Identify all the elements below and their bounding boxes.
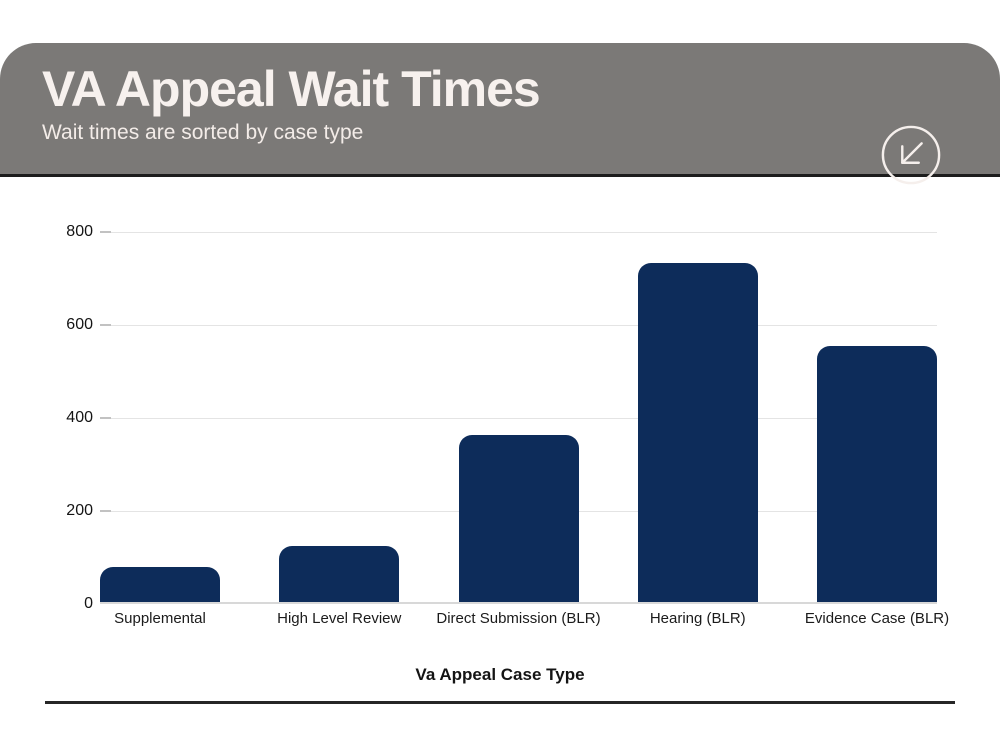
gridline-800 [100,231,937,233]
y-axis-tick [100,324,111,326]
arrow-down-left-circle-icon[interactable] [880,124,942,186]
footer-divider [45,701,955,704]
y-axis-tick [100,510,111,512]
page-title: VA Appeal Wait Times [42,61,541,117]
bar-direct-submission-blr[interactable] [458,434,579,602]
y-tick-label-200: 200 [66,502,93,519]
x-axis-labels: Supplemental High Level Review Direct Subm… [100,610,949,632]
bar-high-level-review[interactable] [279,546,400,602]
y-tick-label-600: 600 [66,316,93,333]
x-axis-title: Va Appeal Case Type [415,665,585,684]
gridline-400 [100,417,937,419]
plot-area [100,231,937,604]
bar-evidence-case-blr[interactable] [817,346,937,602]
page-subtitle: Wait times are sorted by case type [42,121,364,144]
bar-hearing-blr[interactable] [637,262,758,602]
y-axis-tick [100,417,111,419]
bar-supplemental[interactable] [100,567,220,602]
y-tick-label-400: 400 [66,409,93,426]
y-tick-label-800: 800 [66,223,93,240]
y-axis-tick [100,231,111,233]
x-tick-label: Hearing (BLR) [649,610,746,627]
x-tick-label: Direct Submission (BLR) [436,610,601,627]
y-tick-label-0: 0 [84,595,93,612]
x-tick-label: High Level Review [277,610,402,627]
x-tick-label: Supplemental [114,610,206,627]
x-tick-label: Evidence Case (BLR) [804,610,950,627]
header-band: VA Appeal Wait Times Wait times are sort… [0,43,1000,185]
gridline-600 [100,324,937,326]
